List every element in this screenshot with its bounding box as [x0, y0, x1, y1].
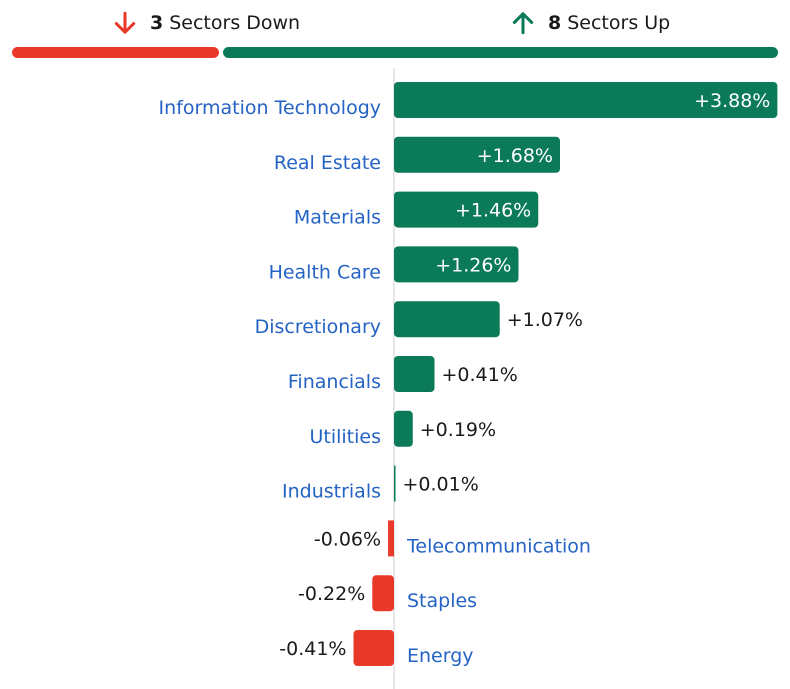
bar-information-technology[interactable] — [394, 82, 778, 118]
value-label-real-estate: +1.68% — [477, 145, 553, 167]
category-label-materials[interactable]: Materials — [294, 207, 381, 229]
category-label-industrials[interactable]: Industrials — [282, 481, 381, 503]
value-label-materials: +1.46% — [455, 200, 531, 222]
bar-health-care[interactable] — [394, 246, 519, 283]
bar-materials[interactable] — [394, 191, 539, 228]
value-label-staples: -0.22% — [298, 583, 365, 605]
bar-energy[interactable] — [353, 630, 394, 666]
value-label-discretionary: +1.07% — [507, 309, 583, 331]
value-label-telecommunication: -0.06% — [314, 528, 381, 550]
sectors-down-proportion-bar — [12, 47, 219, 58]
category-label-financials[interactable]: Financials — [288, 371, 381, 393]
category-label-real-estate[interactable]: Real Estate — [274, 152, 381, 174]
value-label-utilities: +0.19% — [420, 419, 496, 441]
sectors-up-label: Sectors Up — [567, 12, 671, 34]
bar-financials[interactable] — [394, 356, 435, 392]
sectors-down-count: 3 — [150, 12, 164, 34]
bar-telecommunication[interactable] — [388, 520, 394, 557]
arrow-down-icon — [114, 11, 136, 34]
value-label-financials: +0.41% — [442, 364, 518, 386]
sectors-up-proportion-bar — [223, 47, 778, 58]
value-label-industrials: +0.01% — [403, 474, 479, 496]
bar-discretionary[interactable] — [394, 301, 500, 338]
arrow-up-icon — [512, 12, 534, 35]
bar-utilities[interactable] — [394, 410, 413, 447]
category-label-information-technology[interactable]: Information Technology — [159, 97, 381, 119]
category-label-staples[interactable]: Staples — [407, 590, 477, 612]
sectors-up-count: 8 — [548, 12, 562, 34]
category-label-utilities[interactable]: Utilities — [309, 426, 381, 448]
sectors-down-summary: 3 Sectors Down — [112, 9, 300, 37]
bar-staples[interactable] — [372, 575, 394, 612]
value-label-health-care: +1.26% — [435, 254, 511, 276]
sector-summary-header: 3 Sectors Down 8 Sectors Up — [0, 0, 790, 62]
value-label-energy: -0.41% — [279, 638, 346, 660]
sectors-up-summary: 8 Sectors Up — [510, 9, 670, 37]
category-label-energy[interactable]: Energy — [407, 645, 474, 667]
sectors-down-label: Sectors Down — [169, 12, 301, 34]
category-label-telecommunication[interactable]: Telecommunication — [406, 535, 591, 557]
value-label-information-technology: +3.88% — [694, 90, 770, 112]
bar-real-estate[interactable] — [394, 136, 560, 173]
category-label-discretionary[interactable]: Discretionary — [255, 316, 381, 338]
category-label-health-care[interactable]: Health Care — [269, 261, 381, 283]
bar-industrials[interactable] — [394, 465, 396, 502]
